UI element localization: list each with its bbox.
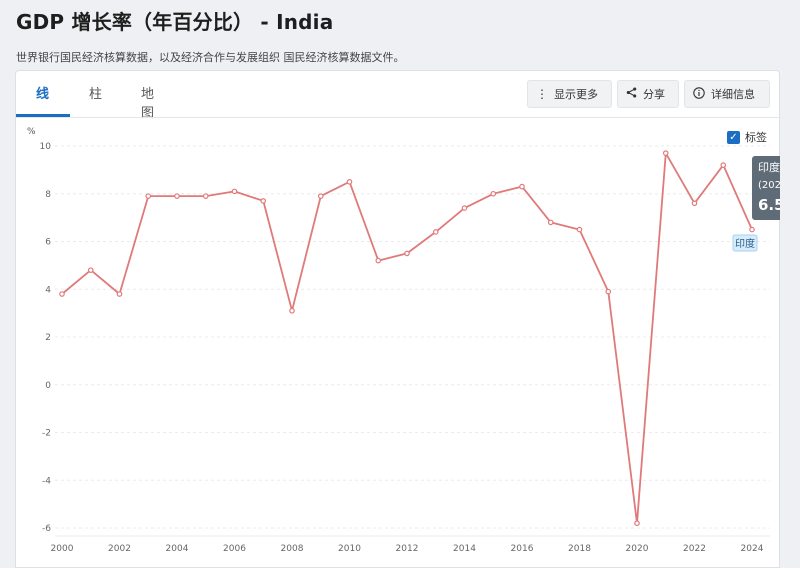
data-point[interactable] [346,179,353,185]
checkbox-checked-icon[interactable]: ✓ [727,130,740,144]
series-end-label-box [732,234,758,252]
show-more-label: 显示更多 [554,88,598,101]
y-tick-label: -4 [42,476,51,486]
data-point[interactable] [461,205,468,211]
x-tick-label: 2002 [108,544,131,554]
page-subtitle: 世界银行国民经济核算数据，以及经济合作与发展组织 国民经济核算数据文件。 [16,51,405,64]
x-tick-label: 2006 [223,544,246,554]
data-point[interactable] [202,193,209,199]
page-title: GDP 增长率（年百分比） - India [16,10,334,34]
x-axis-ticks: 2000 2002 2004 2006 2008 2010 2012 2014 2016 2018… [51,544,764,554]
data-point[interactable] [231,188,238,195]
share-label: 分享 [643,88,665,101]
tooltip-year: (2024) [758,180,780,191]
x-tick-label: 2000 [51,544,74,554]
y-tick-label: -6 [42,524,51,534]
data-point[interactable] [59,291,65,297]
active-tab-indicator [16,114,70,117]
tab-divider [16,117,779,118]
data-point[interactable] [519,183,525,190]
series-end-label-text: 印度 [735,237,755,250]
data-point[interactable] [576,226,583,233]
data-point[interactable] [720,162,727,168]
x-tick-label: 2014 [453,544,476,554]
y-axis-ticks: -6 -4 -2 0 2 4 6 8 10 [40,142,52,534]
data-point[interactable] [260,198,267,204]
x-tick-label: 2010 [338,544,361,554]
tooltip-country: 印度 [758,160,780,174]
y-tick-label: 8 [45,190,51,200]
x-tick-label: 2012 [396,544,419,554]
data-point[interactable] [432,229,439,235]
labels-toggle-label: 标签 [745,131,767,144]
x-tick-label: 2008 [281,544,304,554]
data-point[interactable] [662,150,669,156]
data-point[interactable] [145,193,152,199]
data-point[interactable] [87,267,94,273]
tooltip: 印度 (2024) 6.5 [752,156,780,220]
tooltip-background [752,156,780,220]
share-icon [626,87,637,101]
data-point[interactable] [317,193,324,199]
share-button[interactable]: 分享 [617,80,679,108]
series-end-label: 印度 [732,234,758,252]
details-label: 详细信息 [711,88,755,101]
x-tick-label: 2016 [511,544,534,554]
data-point[interactable] [605,288,612,295]
data-point[interactable] [490,190,497,197]
x-tick-label: 2004 [166,544,189,554]
tab-line[interactable]: 线 [36,87,50,102]
y-tick-label: 4 [45,285,51,295]
data-point[interactable] [174,193,180,199]
y-tick-label: 0 [45,381,51,391]
info-icon [693,86,705,102]
y-tick-label: 6 [45,238,51,248]
data-point[interactable] [116,291,123,297]
labels-toggle[interactable]: ✓ 标签 [727,129,767,145]
data-point[interactable] [691,200,698,207]
details-button[interactable]: 详细信息 [684,80,770,108]
x-tick-label: 2024 [741,544,764,554]
data-point[interactable] [634,520,640,527]
x-tick-label: 2022 [683,544,706,554]
series-points [59,150,755,527]
y-tick-label: -2 [42,429,51,439]
series-line-india [61,152,753,525]
y-tick-label: 10 [40,142,52,152]
y-axis-unit: % [27,127,36,137]
tooltip-value: 6.5 [758,196,780,214]
data-point[interactable] [289,307,295,314]
more-vertical-icon: ⋮ [536,87,548,101]
show-more-button[interactable]: ⋮ 显示更多 [527,80,612,108]
x-tick-label: 2020 [626,544,649,554]
tab-bar[interactable]: 柱 [89,87,103,102]
data-point[interactable] [547,219,554,226]
data-point[interactable] [749,226,755,233]
data-point[interactable] [404,250,410,257]
chart-grid [55,145,770,537]
y-tick-label: 2 [45,333,51,343]
x-tick-label: 2018 [568,544,591,554]
data-point[interactable] [375,257,382,264]
